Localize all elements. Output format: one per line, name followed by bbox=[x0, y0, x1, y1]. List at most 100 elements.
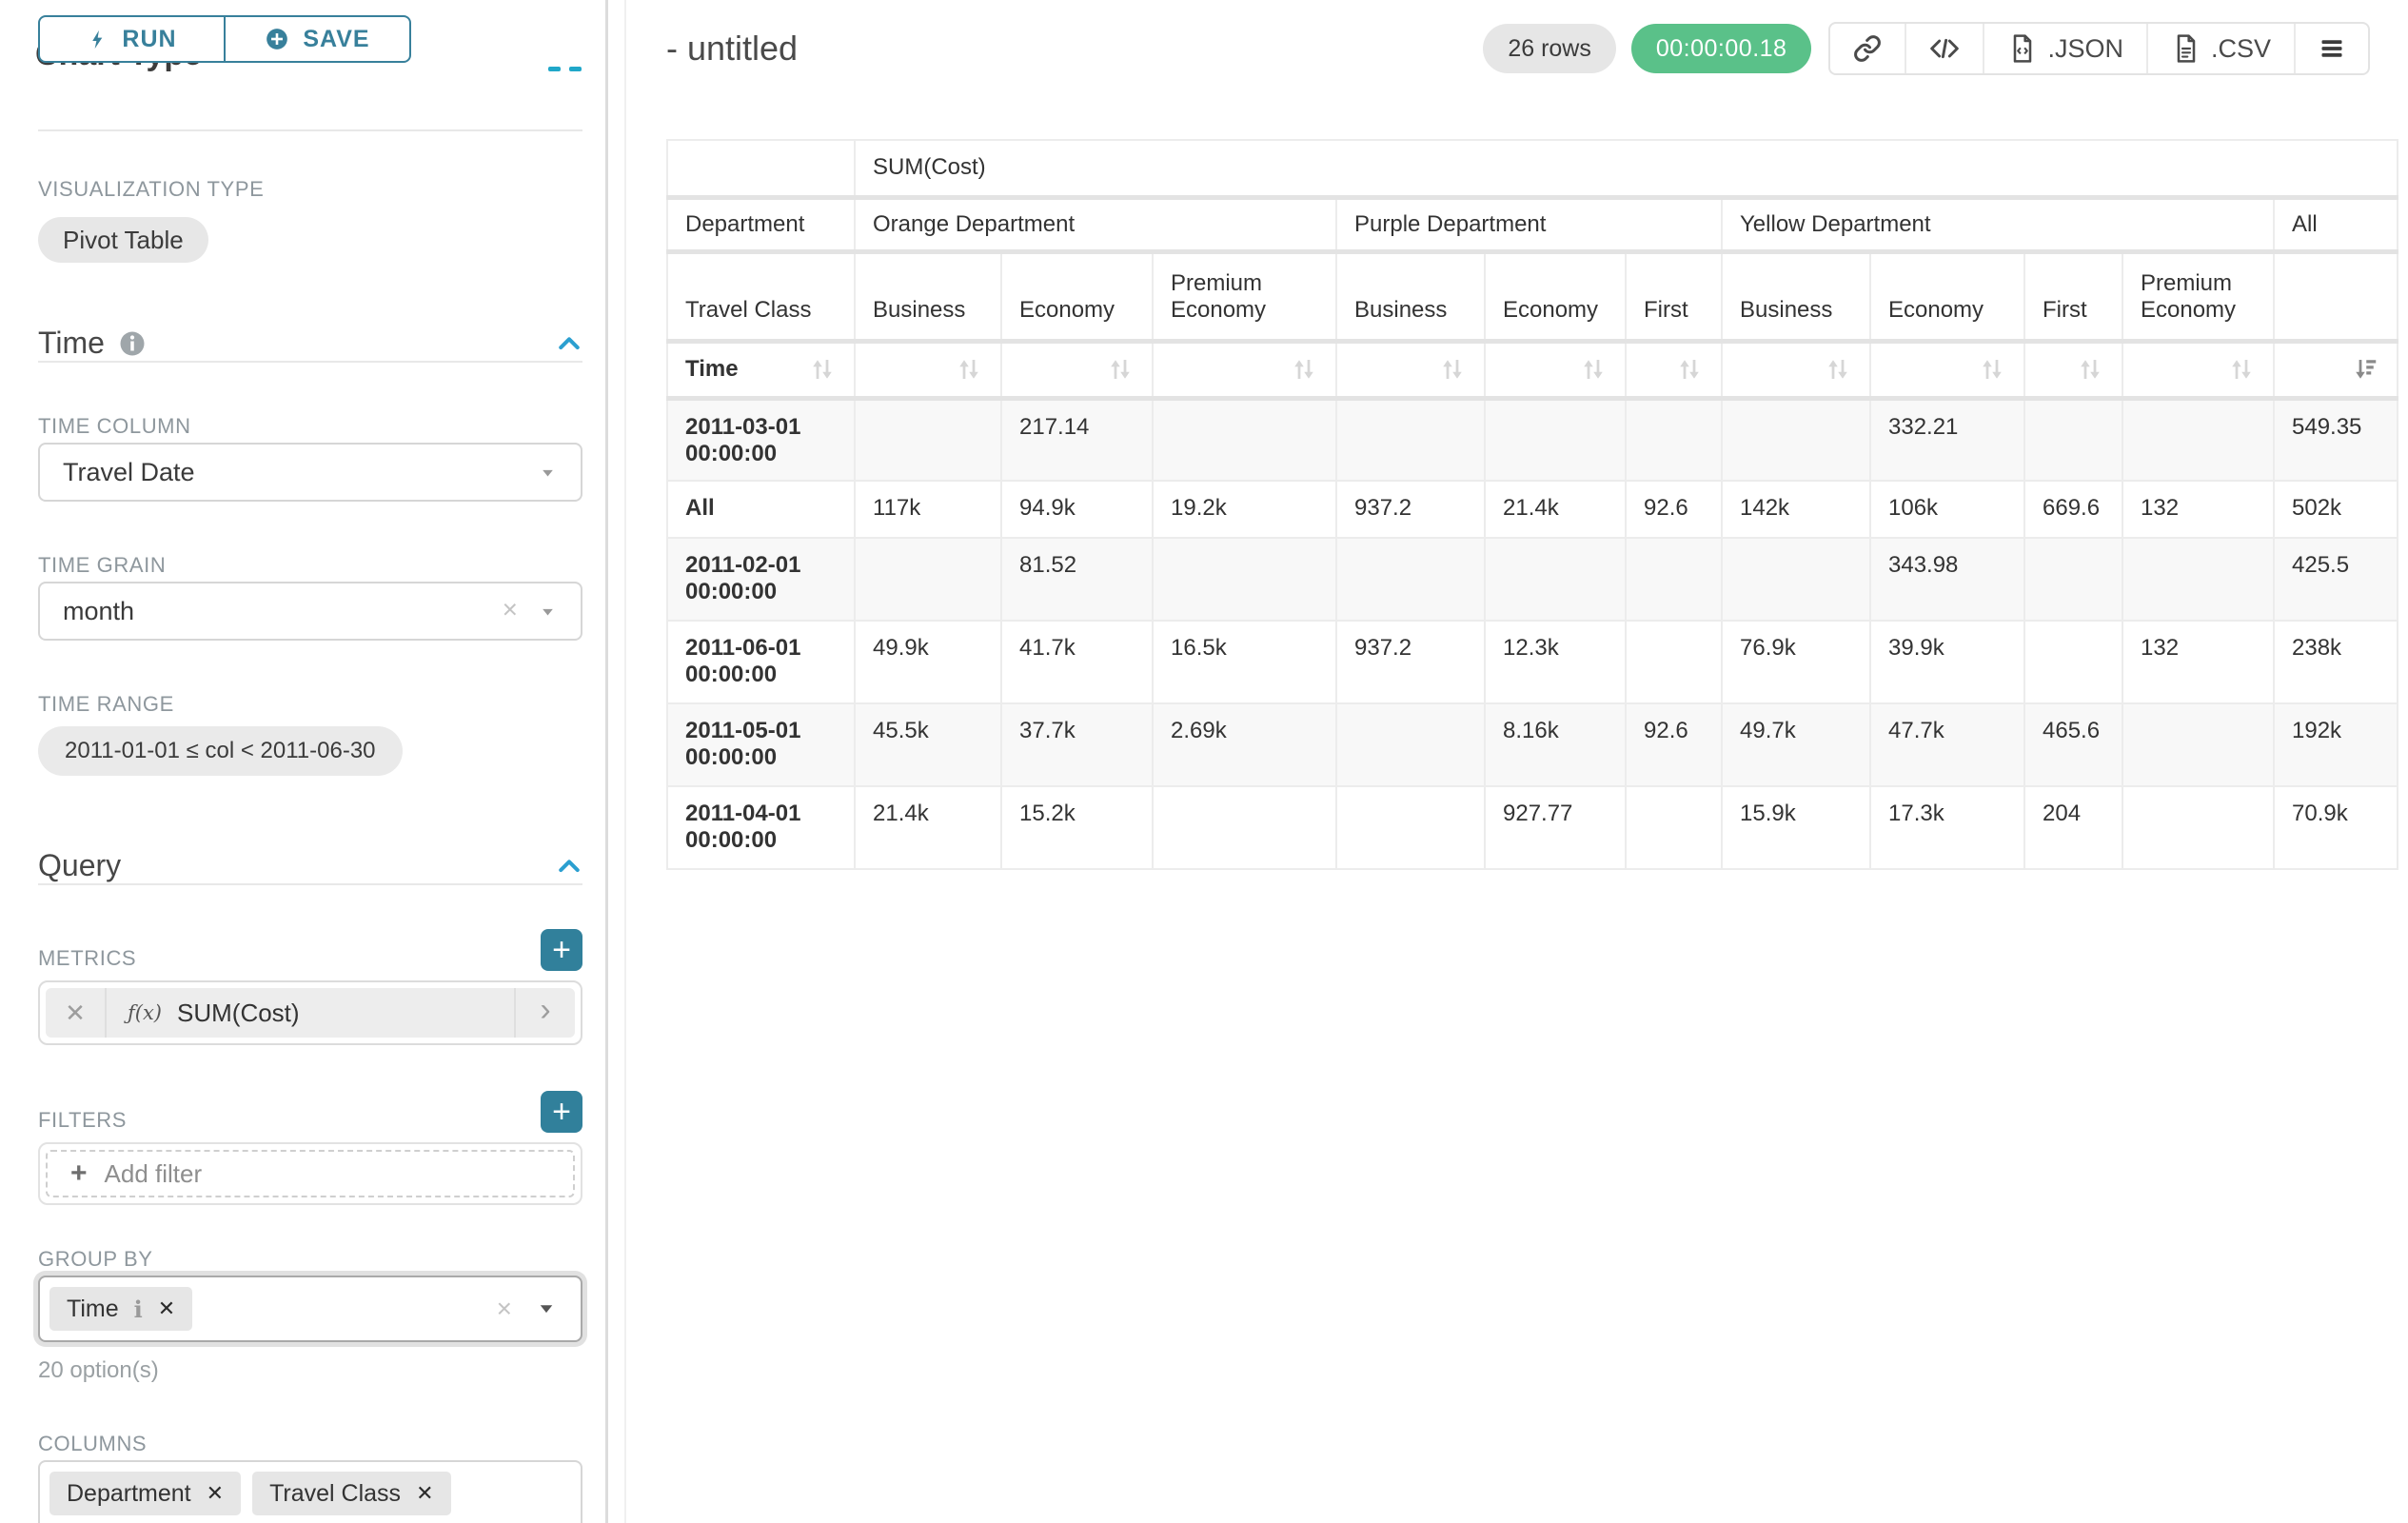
col-group-yellow: Yellow Department bbox=[1722, 197, 2274, 251]
column-sort-header[interactable] bbox=[855, 341, 1001, 398]
column-sort-header[interactable] bbox=[1626, 341, 1722, 398]
col-header: Economy bbox=[1870, 251, 2024, 341]
menu-icon bbox=[2319, 35, 2345, 62]
explore-app: Chart Type RUN SAVE VISUALIZATION TYPE P… bbox=[0, 0, 2408, 1523]
cell bbox=[855, 398, 1001, 481]
filters-label: FILTERS bbox=[38, 1108, 127, 1133]
cell bbox=[1336, 398, 1485, 481]
row-count-badge: 26 rows bbox=[1483, 24, 1616, 73]
columns-tag: Travel Class ✕ bbox=[252, 1472, 450, 1515]
time-grain-value: month bbox=[63, 597, 134, 626]
run-button[interactable]: RUN bbox=[40, 17, 224, 61]
cell: 425.5 bbox=[2274, 538, 2398, 621]
export-json-button[interactable]: .JSON bbox=[1983, 24, 2146, 73]
metric-control: ✕ ƒ(x) SUM(Cost) › bbox=[38, 980, 582, 1045]
cell: 41.7k bbox=[1001, 621, 1153, 703]
chevron-up-icon[interactable] bbox=[556, 330, 582, 357]
tag-label: Travel Class bbox=[269, 1480, 401, 1508]
column-sort-header[interactable] bbox=[1001, 341, 1153, 398]
column-sort-header[interactable] bbox=[1336, 341, 1485, 398]
col-header: First bbox=[2024, 251, 2122, 341]
cell: 937.2 bbox=[1336, 481, 1485, 538]
corner-cell bbox=[667, 140, 855, 197]
time-grain-select[interactable]: month × bbox=[38, 582, 582, 641]
panel-divider[interactable] bbox=[605, 0, 628, 1523]
col-header-all-empty bbox=[2274, 251, 2398, 341]
add-filter-button[interactable]: + bbox=[541, 1091, 582, 1133]
remove-metric-icon[interactable]: ✕ bbox=[46, 988, 107, 1038]
cell: 15.2k bbox=[1001, 786, 1153, 869]
table-row: All 117k 94.9k 19.2k 937.2 21.4k 92.6 14… bbox=[667, 481, 2398, 538]
column-sort-header[interactable] bbox=[1153, 341, 1336, 398]
cell: 21.4k bbox=[1485, 481, 1626, 538]
visualization-type-value[interactable]: Pivot Table bbox=[38, 217, 208, 263]
cell: 92.6 bbox=[1626, 703, 1722, 786]
time-range-value[interactable]: 2011-01-01 ≤ col < 2011-06-30 bbox=[38, 726, 403, 776]
cell bbox=[1153, 786, 1336, 869]
column-sort-header-active[interactable] bbox=[2274, 341, 2398, 398]
table-row: 2011-04-01 00:00:00 21.4k 15.2k 927.77 1… bbox=[667, 786, 2398, 869]
add-filter-dropzone[interactable]: + Add filter bbox=[46, 1150, 575, 1197]
cell bbox=[2122, 398, 2274, 481]
cell: 15.9k bbox=[1722, 786, 1870, 869]
remove-tag-icon[interactable]: ✕ bbox=[158, 1296, 175, 1321]
col-group-orange: Orange Department bbox=[855, 197, 1336, 251]
cell: 49.9k bbox=[855, 621, 1001, 703]
chevron-down-icon bbox=[540, 465, 556, 482]
chart-title[interactable]: - untitled bbox=[666, 29, 798, 69]
clear-icon[interactable]: × bbox=[497, 1294, 512, 1324]
save-button[interactable]: SAVE bbox=[224, 17, 409, 61]
embed-code-button[interactable] bbox=[1905, 24, 1983, 73]
sort-icon bbox=[1438, 355, 1467, 384]
remove-tag-icon[interactable]: ✕ bbox=[416, 1481, 433, 1506]
time-column-select[interactable]: Travel Date bbox=[38, 443, 582, 502]
accent-dash-icon bbox=[569, 67, 582, 71]
cell bbox=[1336, 538, 1485, 621]
cell bbox=[1336, 703, 1485, 786]
remove-tag-icon[interactable]: ✕ bbox=[207, 1481, 224, 1506]
code-icon bbox=[1929, 33, 1960, 64]
cell bbox=[2122, 538, 2274, 621]
metric-pill[interactable]: ƒ(x) SUM(Cost) bbox=[107, 988, 514, 1038]
column-sort-header[interactable] bbox=[2024, 341, 2122, 398]
time-grain-label: TIME GRAIN bbox=[38, 553, 582, 578]
cell: 94.9k bbox=[1001, 481, 1153, 538]
cell bbox=[2122, 786, 2274, 869]
share-link-button[interactable] bbox=[1830, 24, 1905, 73]
sort-icon bbox=[1290, 355, 1318, 384]
tag-label: Time bbox=[67, 1296, 119, 1323]
cell: 2.69k bbox=[1153, 703, 1336, 786]
chevron-up-icon[interactable] bbox=[556, 853, 582, 880]
column-sort-header[interactable] bbox=[1722, 341, 1870, 398]
caret-down-icon bbox=[537, 1299, 556, 1318]
tag-label: Department bbox=[67, 1480, 191, 1508]
col-header: Premium Economy bbox=[1153, 251, 1336, 341]
column-sort-header[interactable] bbox=[1485, 341, 1626, 398]
column-sort-header[interactable] bbox=[2122, 341, 2274, 398]
columns-label: COLUMNS bbox=[38, 1432, 582, 1456]
info-icon: i bbox=[134, 1296, 143, 1323]
sort-icon bbox=[955, 355, 983, 384]
add-metric-button[interactable]: + bbox=[541, 929, 582, 971]
columns-select[interactable]: Department ✕ Travel Class ✕ × bbox=[38, 1460, 582, 1523]
cell bbox=[2024, 621, 2122, 703]
cell bbox=[1336, 786, 1485, 869]
sort-icon bbox=[1978, 355, 2006, 384]
metric-name: SUM(Cost) bbox=[177, 999, 300, 1028]
col-header: Business bbox=[855, 251, 1001, 341]
cell bbox=[855, 538, 1001, 621]
group-by-select[interactable]: Time i ✕ × bbox=[38, 1276, 582, 1342]
expand-metric-icon[interactable]: › bbox=[514, 988, 575, 1038]
column-sort-header[interactable] bbox=[1870, 341, 2024, 398]
more-options-button[interactable] bbox=[2294, 24, 2368, 73]
clear-icon[interactable]: × bbox=[503, 595, 518, 625]
plus-icon: + bbox=[70, 1159, 88, 1188]
function-icon: ƒ(x) bbox=[128, 1001, 162, 1024]
cell: 217.14 bbox=[1001, 398, 1153, 481]
row-dimension-sort-header[interactable]: Time bbox=[667, 341, 855, 398]
divider bbox=[38, 129, 582, 131]
cell bbox=[1626, 621, 1722, 703]
row-dimension-label: Time bbox=[685, 356, 739, 383]
export-csv-button[interactable]: .CSV bbox=[2146, 24, 2294, 73]
export-toolbar: .JSON .CSV bbox=[1828, 22, 2370, 75]
